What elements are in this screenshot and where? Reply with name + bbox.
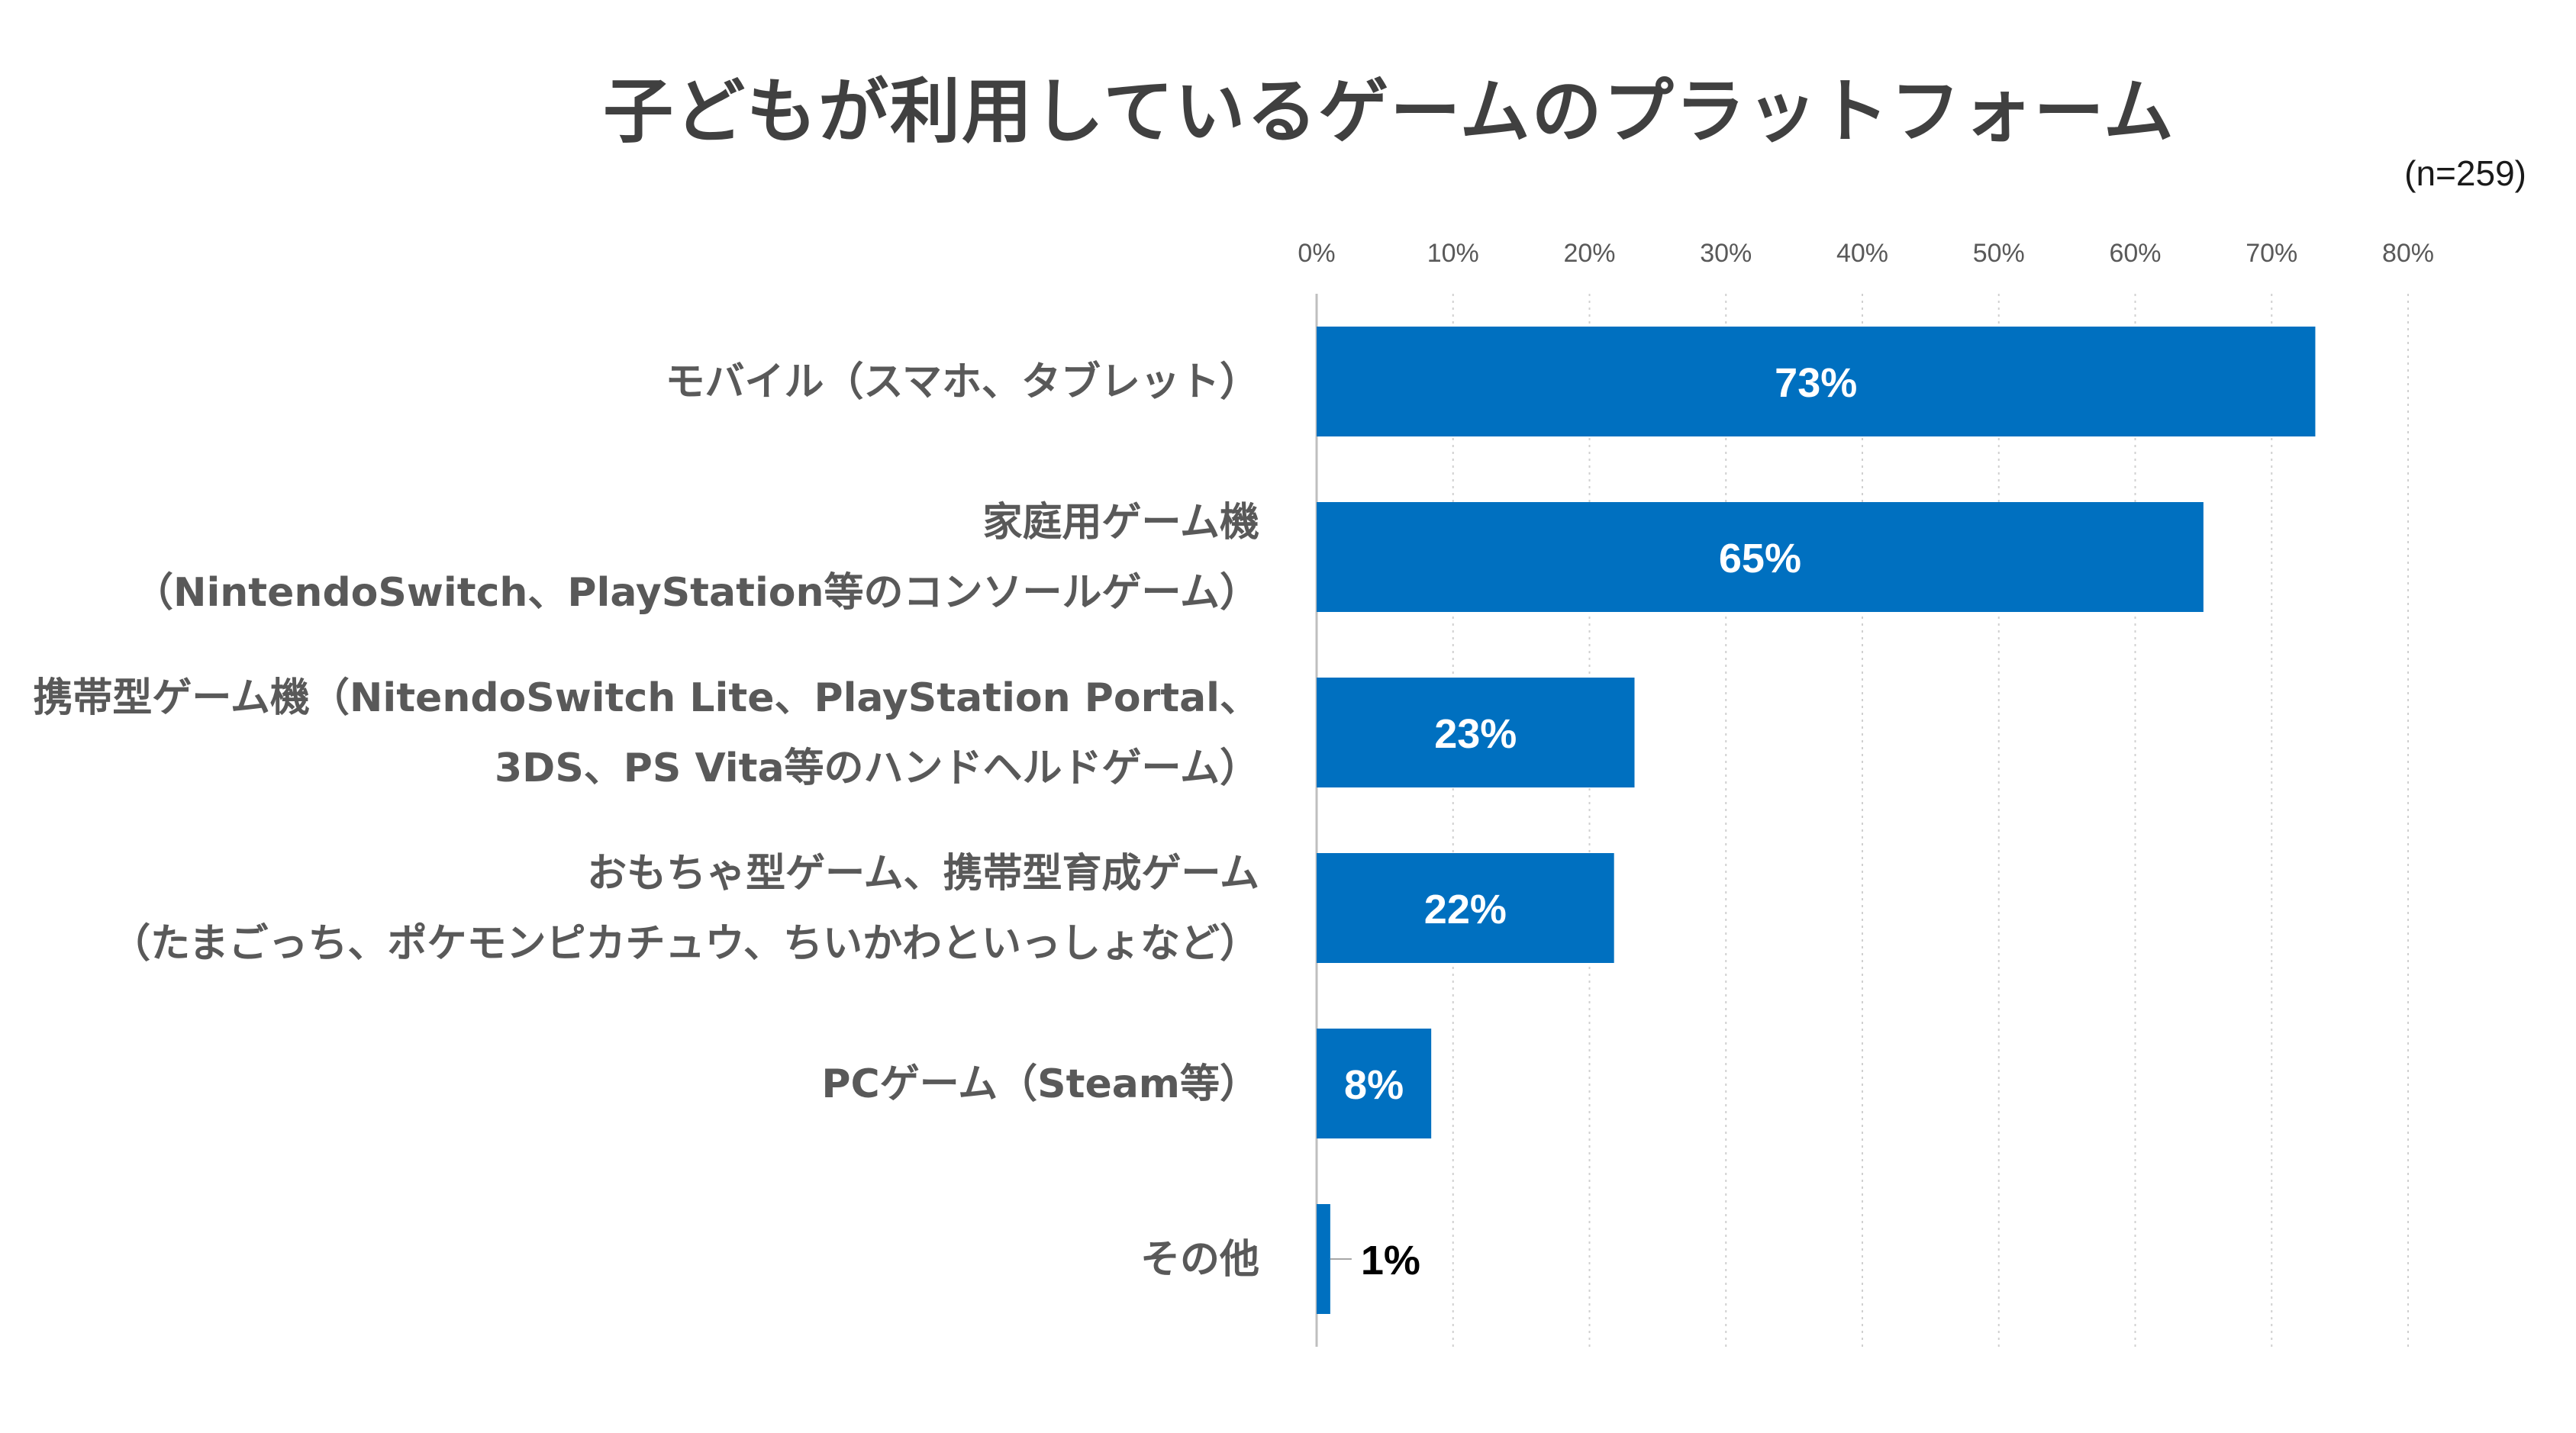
value-labels: 73% 65% 23% 22% 8% 1%	[1330, 360, 1857, 1283]
x-tick-label: 60%	[2109, 239, 2161, 268]
value-label: 23%	[1434, 711, 1517, 757]
x-tick-label: 50%	[1973, 239, 2025, 268]
x-tick-label: 20%	[1563, 239, 1615, 268]
category-label: （たまごっち、ポケモンピカチュウ、ちいかわといっしょなど）	[111, 921, 1259, 967]
x-tick-label: 80%	[2382, 239, 2434, 268]
chart-title: 子どもが利用しているゲームのプラットフォーム	[603, 71, 2175, 153]
x-tick-label: 30%	[1700, 239, 1752, 268]
category-label: 携帯型ゲーム機（NitendoSwitch Lite、PlayStation P…	[33, 675, 1259, 721]
value-label: 73%	[1775, 360, 1857, 406]
category-label: 家庭用ゲーム機	[983, 500, 1259, 546]
x-axis-ticks: 0% 10% 20% 30% 40% 50% 60% 70% 80%	[1298, 239, 2434, 268]
bars	[1317, 327, 2316, 1314]
sample-size-note: (n=259)	[2404, 153, 2526, 193]
value-label: 65%	[1719, 536, 1801, 581]
value-label: 1%	[1361, 1238, 1420, 1283]
bar	[1317, 853, 1614, 963]
x-tick-label: 70%	[2246, 239, 2297, 268]
category-labels: モバイル（スマホ、タブレット） 家庭用ゲーム機 （NintendoSwitch、Pl…	[33, 359, 1259, 1283]
x-tick-label: 40%	[1836, 239, 1888, 268]
category-label: その他	[1140, 1237, 1259, 1283]
value-label: 22%	[1424, 887, 1507, 932]
value-label: 8%	[1344, 1062, 1404, 1108]
bar	[1317, 502, 2204, 612]
bar	[1317, 678, 1635, 787]
bar	[1317, 1204, 1330, 1314]
gridlines	[1315, 294, 2409, 1347]
category-label: おもちゃ型ゲーム、携帯型育成ゲーム	[587, 851, 1259, 897]
x-tick-label: 10%	[1427, 239, 1479, 268]
category-label: 3DS、PS Vita等のハンドヘルドゲーム）	[495, 745, 1259, 791]
x-tick-label: 0%	[1298, 239, 1335, 268]
category-label: （NintendoSwitch、PlayStation等のコンソールゲーム）	[134, 570, 1259, 616]
category-label: PCゲーム（Steam等）	[821, 1061, 1259, 1107]
bar	[1317, 327, 2316, 436]
category-label: モバイル（スマホ、タブレット）	[666, 359, 1259, 405]
bar	[1317, 1029, 1432, 1138]
